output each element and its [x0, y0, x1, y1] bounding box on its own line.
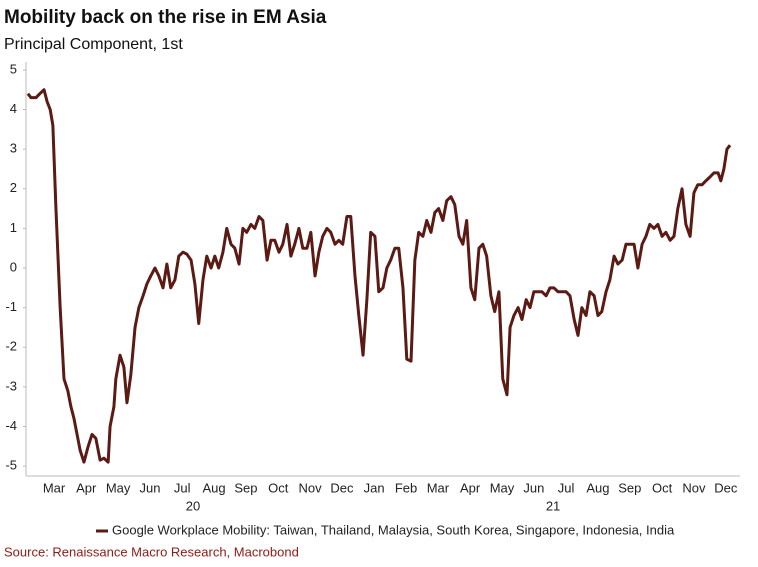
- x-tick-label: Apr: [460, 480, 481, 495]
- x-tick-label: Mar: [43, 480, 66, 495]
- x-tick-label: Oct: [652, 480, 673, 495]
- x-tick-label: Nov: [299, 480, 323, 495]
- x-tick-label: Oct: [268, 480, 289, 495]
- x-tick-label: Sep: [234, 480, 257, 495]
- y-tick-label: -1: [5, 299, 17, 314]
- x-tick-label: Mar: [427, 480, 450, 495]
- x-tick-label: Jun: [523, 480, 544, 495]
- x-tick-label: Dec: [714, 480, 738, 495]
- y-tick-label: 2: [10, 180, 17, 195]
- year-label: 21: [546, 498, 560, 513]
- y-tick-label: -2: [5, 339, 17, 354]
- x-tick-label: Dec: [330, 480, 354, 495]
- line: [26, 88, 732, 464]
- chart-subtitle: Principal Component, 1st: [4, 36, 183, 53]
- y-tick-label: 0: [10, 259, 17, 274]
- y-tick-label: -3: [5, 378, 17, 393]
- x-tick-label: Jan: [364, 480, 385, 495]
- x-tick-label: Sep: [618, 480, 641, 495]
- x-tick-label: May: [106, 480, 131, 495]
- y-tick-label: -5: [5, 458, 17, 473]
- x-tick-label: Aug: [203, 480, 226, 495]
- x-tick-label: Jun: [140, 480, 161, 495]
- legend-label: Google Workplace Mobility: Taiwan, Thail…: [112, 522, 675, 537]
- y-tick-label: 3: [10, 141, 17, 156]
- source: Source: Renaissance Macro Research, Macr…: [4, 544, 299, 559]
- x-tick-label: May: [490, 480, 515, 495]
- y-tick-label: -4: [5, 418, 17, 433]
- x-tick-label: Jul: [558, 480, 575, 495]
- x-tick-label: Apr: [76, 480, 97, 495]
- x-tick-label: Nov: [682, 480, 706, 495]
- y-tick-label: 4: [10, 101, 17, 116]
- x-tick-label: Jul: [174, 480, 191, 495]
- x-tick-label: Feb: [395, 480, 417, 495]
- chart-title: Mobility back on the rise in EM Asia: [4, 7, 327, 28]
- x-tick-label: Aug: [586, 480, 609, 495]
- y-tick-label: 1: [10, 220, 17, 235]
- y-tick-label: 5: [10, 61, 17, 76]
- year-label: 20: [186, 498, 200, 513]
